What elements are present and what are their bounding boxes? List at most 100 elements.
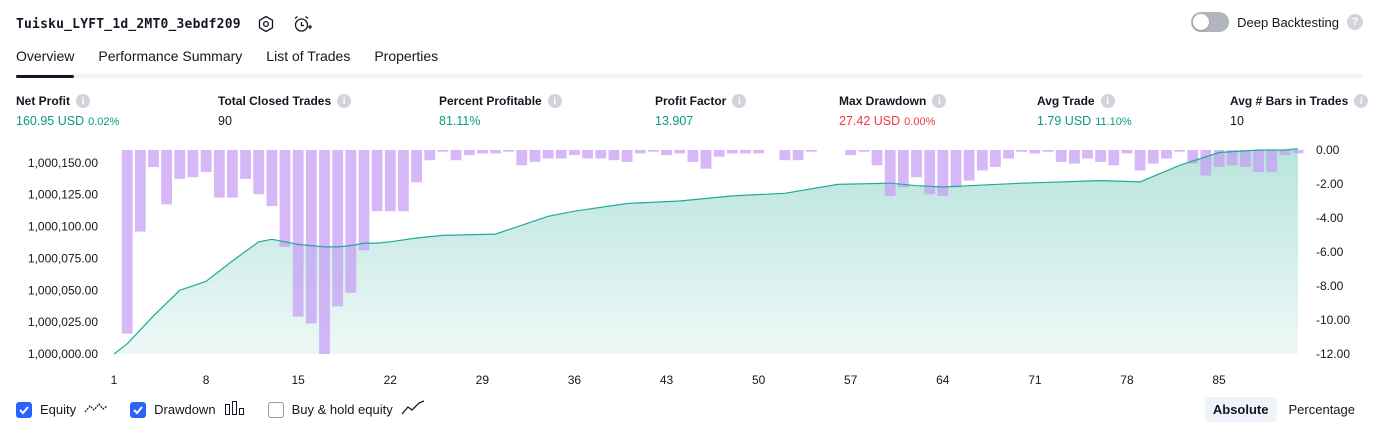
drawdown-bar — [634, 150, 646, 154]
equity-checkbox[interactable] — [16, 401, 32, 418]
drawdown-bar — [976, 150, 988, 171]
drawdown-bar — [463, 150, 475, 156]
drawdown-bar — [621, 150, 633, 162]
deep-backtesting-label: Deep Backtesting — [1237, 14, 1339, 30]
deep-backtesting-toggle[interactable] — [1191, 12, 1230, 32]
drawdown-bar — [661, 150, 672, 156]
y-left-tick-label: 1,000,050.00 — [28, 283, 98, 297]
drawdown-bar — [266, 150, 278, 207]
drawdown-bar — [213, 150, 225, 198]
metric-value: 90 — [218, 114, 232, 128]
drawdown-bar — [1108, 150, 1120, 166]
y-left-tick-label: 1,000,125.00 — [28, 188, 98, 202]
drawdown-bar — [305, 150, 317, 324]
tab-list-of-trades[interactable]: List of Trades — [266, 48, 351, 64]
metric-total-closed-trades: Total Closed Trades i 90 — [218, 94, 352, 128]
tab-properties[interactable]: Properties — [374, 48, 439, 64]
drawdown-bar — [1213, 150, 1225, 167]
equity-line — [113, 148, 1299, 355]
metric-percent: 0.00% — [904, 116, 936, 128]
metric-avg-bars: Avg # Bars in Trades i 10 — [1230, 94, 1369, 128]
x-tick-label: 29 — [476, 373, 490, 387]
metric-max-drawdown: Max Drawdown i 27.42 USD 0.00% — [839, 94, 947, 128]
info-icon[interactable]: i — [1354, 94, 1369, 108]
legend-equity[interactable]: Equity — [16, 400, 108, 419]
view-mode-switch: Absolute Percentage — [1204, 397, 1363, 422]
info-icon[interactable]: i — [547, 94, 562, 108]
metric-percent: 0.02% — [88, 116, 120, 128]
equity-area — [114, 148, 1298, 354]
y-right-tick-label: -6.00 — [1316, 245, 1344, 259]
drawdown-bar — [555, 150, 567, 159]
info-icon[interactable]: i — [76, 94, 90, 108]
x-tick-label: 22 — [384, 373, 398, 387]
tab-performance-summary[interactable]: Performance Summary — [98, 48, 243, 64]
drawdown-bar — [805, 150, 817, 152]
drawdown-bar — [477, 150, 488, 154]
drawdown-bar — [542, 150, 554, 159]
metric-label: Profit Factor — [655, 94, 727, 108]
drawdown-bar — [582, 150, 593, 159]
drawdown-bar — [1200, 150, 1212, 176]
info-icon[interactable]: i — [337, 94, 352, 108]
drawdown-bar — [424, 150, 436, 161]
drawdown-bar — [227, 150, 238, 198]
drawdown-bar — [569, 150, 580, 156]
y-right-tick-label: 0.00 — [1316, 143, 1340, 157]
drawdown-bar — [240, 150, 251, 179]
drawdown-bar — [1016, 150, 1028, 152]
drawdown-bar — [1095, 150, 1107, 162]
metric-value: 27.42 USD — [839, 114, 901, 128]
x-tick-label: 64 — [936, 373, 950, 387]
y-right-tick-label: -2.00 — [1316, 177, 1344, 191]
metric-label: Avg Trade — [1037, 94, 1095, 108]
drawdown-bar — [398, 150, 409, 212]
drawdown-bar — [148, 150, 159, 167]
y-left-tick-label: 1,000,150.00 — [28, 156, 98, 170]
tab-bar: Overview Performance Summary List of Tra… — [16, 44, 1363, 78]
drawdown-bar — [792, 150, 804, 161]
metric-label: Avg # Bars in Trades — [1230, 94, 1349, 108]
drawdown-checkbox[interactable] — [130, 401, 147, 418]
percentage-button[interactable]: Percentage — [1288, 402, 1356, 417]
drawdown-bar — [884, 150, 896, 196]
drawdown-bar — [753, 150, 764, 154]
info-icon[interactable]: i — [732, 94, 747, 108]
drawdown-bar — [411, 150, 422, 183]
drawdown-bar — [1042, 150, 1054, 152]
drawdown-bar — [187, 150, 199, 178]
drawdown-bar — [1253, 150, 1264, 173]
add-alert-icon[interactable] — [291, 13, 313, 35]
buy-hold-line-icon — [401, 400, 425, 419]
drawdown-bar — [858, 150, 870, 152]
drawdown-bar — [687, 150, 699, 162]
drawdown-bar — [608, 150, 620, 161]
info-icon[interactable]: i — [1100, 94, 1115, 108]
drawdown-bar — [648, 150, 659, 152]
drawdown-bar — [1240, 150, 1251, 167]
tab-overview[interactable]: Overview — [16, 44, 75, 78]
metric-value: 160.95 USD — [16, 114, 85, 128]
drawdown-bar — [1134, 150, 1146, 171]
buy-hold-checkbox[interactable] — [267, 401, 284, 418]
drawdown-bar — [490, 150, 501, 154]
x-tick-label: 85 — [1212, 373, 1226, 387]
settings-icon[interactable] — [255, 13, 277, 35]
help-icon[interactable]: ? — [1347, 14, 1363, 30]
info-icon[interactable]: i — [932, 94, 947, 108]
equity-drawdown-chart[interactable]: 1,000,000.00 1,000,025.00 1,000,050.00 1,00… — [0, 140, 1379, 390]
metric-value: 1.79 USD — [1037, 114, 1092, 128]
y-left-tick-label: 1,000,100.00 — [28, 220, 98, 234]
legend-drawdown[interactable]: Drawdown — [130, 400, 245, 419]
absolute-button[interactable]: Absolute — [1204, 397, 1277, 422]
drawdown-bar — [450, 150, 462, 161]
y-right-tick-label: -12.00 — [1316, 347, 1350, 361]
metric-label: Total Closed Trades — [218, 94, 332, 108]
x-tick-label: 8 — [203, 373, 210, 387]
drawdown-bar — [161, 150, 172, 205]
drawdown-bar — [384, 150, 396, 212]
drawdown-bar — [911, 150, 922, 178]
drawdown-bar — [937, 150, 949, 196]
legend-buy-hold[interactable]: Buy & hold equity — [267, 400, 425, 419]
x-tick-label: 1 — [111, 373, 118, 387]
